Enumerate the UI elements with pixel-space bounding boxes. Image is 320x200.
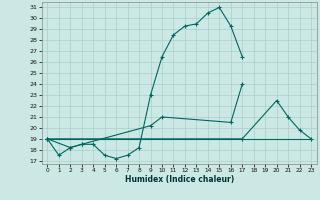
X-axis label: Humidex (Indice chaleur): Humidex (Indice chaleur) <box>124 175 234 184</box>
